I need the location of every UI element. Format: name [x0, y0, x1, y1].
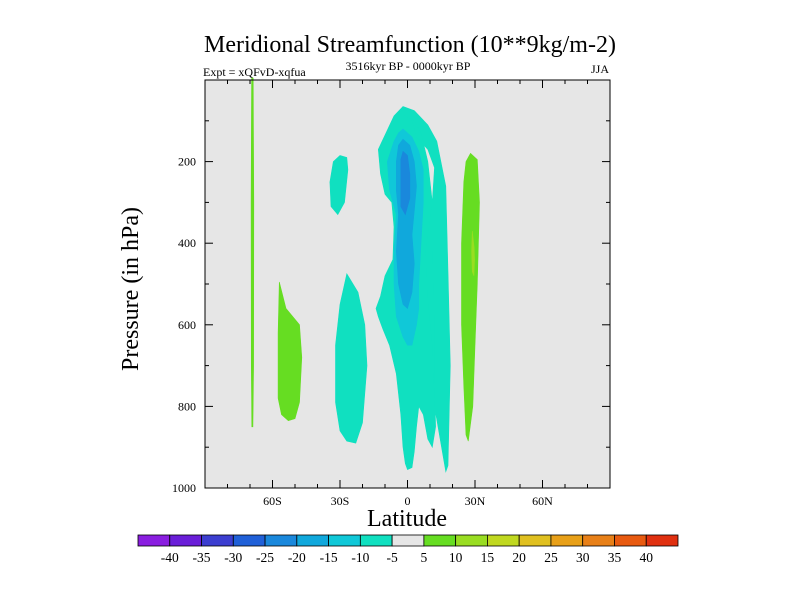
- contour-regions: [250, 77, 480, 473]
- y-axis-label: Pressure (in hPa): [118, 207, 144, 371]
- contour-sh-upper-weak-negative: [329, 155, 349, 216]
- season-label: JJA: [591, 62, 609, 76]
- colorbar-label: -40: [161, 550, 179, 565]
- colorbar-segment: [359, 534, 393, 547]
- x-tick-label: 60S: [263, 494, 282, 508]
- colorbar-label: -5: [386, 550, 397, 565]
- colorbar-segment: [487, 534, 520, 547]
- y-tick-label: 600: [178, 318, 196, 332]
- colorbar-label: -10: [351, 550, 369, 565]
- x-tick-label: 0: [405, 494, 411, 508]
- x-tick-label: 30N: [465, 494, 486, 508]
- contour-main-cell-minus20: [400, 150, 411, 216]
- contour-nh-subtropical-positive-core: [471, 230, 475, 276]
- colorbar-segment: [455, 534, 488, 547]
- colorbar-label: -20: [288, 550, 306, 565]
- y-tick-label: 200: [178, 155, 196, 169]
- y-tick-label: 400: [178, 236, 196, 250]
- colorbar-label: 40: [639, 550, 653, 565]
- colorbar-segment: [645, 534, 679, 547]
- colorbar-label: 15: [481, 550, 495, 565]
- x-axis-label: Latitude: [367, 506, 447, 532]
- colorbar-label: -15: [320, 550, 338, 565]
- colorbar: -40 -35 -30 -25 -20 -15 -10 -5 5 10 15 20 25 30 35 40: [137, 534, 679, 565]
- colorbar-segment: [582, 534, 615, 547]
- colorbar-segment: [232, 534, 266, 547]
- contour-sh-high-lat-positive-strip: [250, 77, 255, 428]
- colorbar-segment: [391, 534, 425, 547]
- colorbar-label: 10: [449, 550, 463, 565]
- x-tick-label: 60N: [532, 494, 553, 508]
- colorbar-label: -25: [256, 550, 274, 565]
- colorbar-label: 20: [512, 550, 526, 565]
- colorbar-label: -35: [193, 550, 211, 565]
- y-tick-label: 800: [178, 399, 196, 413]
- colorbar-segment: [328, 534, 361, 547]
- contour-sh-midlat-positive-cell: [277, 281, 303, 422]
- colorbar-segment: [137, 534, 171, 547]
- colorbar-segment: [201, 534, 234, 547]
- axis-ticks: 60S 30S 0 30N 60N 200 400 600 800 1000: [172, 80, 610, 508]
- colorbar-label: 25: [544, 550, 558, 565]
- colorbar-segment: [169, 534, 202, 547]
- colorbar-label: 30: [576, 550, 590, 565]
- time-range-label: 3516kyr BP - 0000kyr BP: [346, 59, 471, 73]
- experiment-label: Expt = xQFvD-xqfua: [203, 65, 306, 79]
- x-tick-label: 30S: [331, 494, 350, 508]
- contour-nh-subtropical-positive-cell: [461, 152, 480, 442]
- colorbar-segment: [518, 534, 552, 547]
- colorbar-segment: [550, 534, 584, 547]
- chart-title: Meridional Streamfunction (10**9kg/m-2): [204, 32, 616, 58]
- colorbar-segment: [423, 534, 457, 547]
- colorbar-label: -30: [224, 550, 242, 565]
- contour-sh-lower-weak-negative: [335, 273, 368, 444]
- colorbar-label: 35: [608, 550, 622, 565]
- colorbar-segment: [296, 534, 329, 547]
- colorbar-segment: [614, 534, 647, 547]
- y-tick-label: 1000: [172, 481, 196, 495]
- colorbar-segment: [264, 534, 298, 547]
- colorbar-label: 5: [421, 550, 428, 565]
